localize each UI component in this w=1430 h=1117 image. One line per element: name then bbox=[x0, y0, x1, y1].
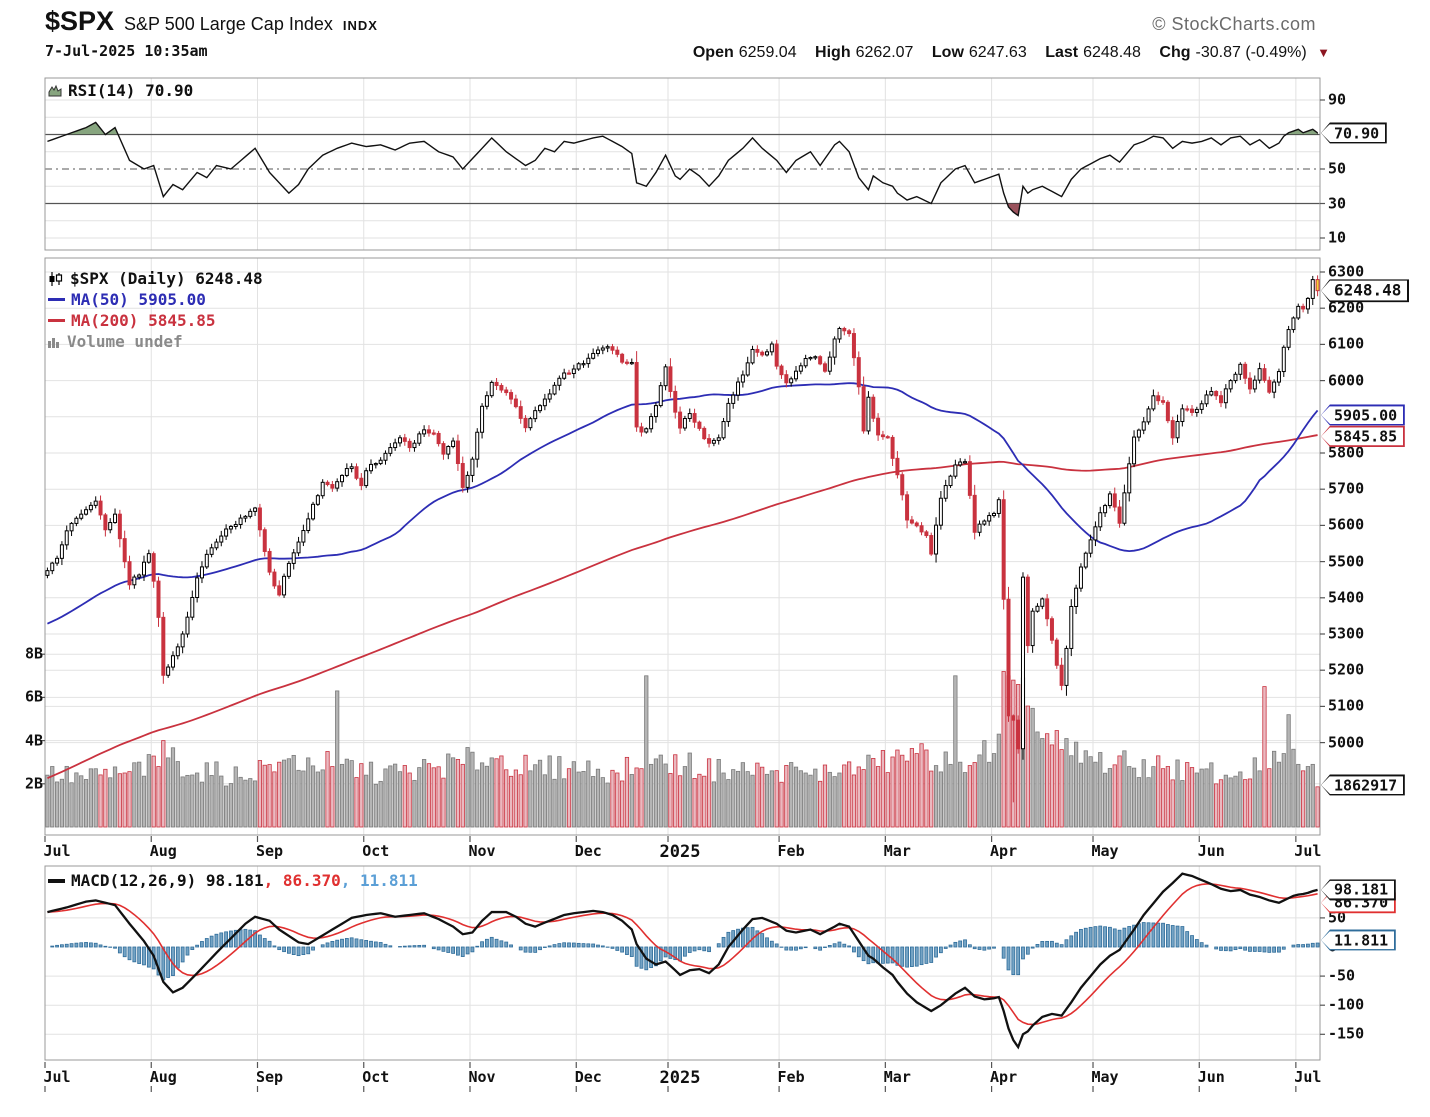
macd-signal-legend-label: , 86.370 bbox=[263, 871, 341, 890]
ma200-line-icon bbox=[48, 319, 65, 322]
high-value: 6262.07 bbox=[855, 44, 914, 61]
ma200-legend-label: MA(200) 5845.85 bbox=[71, 311, 216, 330]
rsi-legend: RSI(14) 70.90 bbox=[48, 80, 193, 101]
stockcharts-logo[interactable]: © StockCharts.com bbox=[1152, 14, 1316, 34]
macd-legend-label: MACD(12,26,9) 98.181 bbox=[71, 871, 264, 890]
macd-line-icon bbox=[48, 878, 65, 883]
low-value: 6247.63 bbox=[968, 44, 1027, 61]
macd-hist-legend-label: , 11.811 bbox=[340, 871, 418, 890]
chg-down-arrow-icon: ▼ bbox=[1317, 45, 1330, 60]
ma50-line-icon bbox=[48, 298, 65, 301]
chart-header: $SPX S&P 500 Large Cap Index INDX bbox=[45, 6, 378, 37]
symbol: $SPX bbox=[45, 6, 115, 36]
low-label: Low bbox=[931, 44, 964, 61]
rsi-legend-label: RSI(14) 70.90 bbox=[68, 81, 194, 100]
last-label: Last bbox=[1045, 44, 1079, 61]
open-value: 6259.04 bbox=[738, 44, 797, 61]
high-label: High bbox=[815, 44, 851, 61]
price-legend: $SPX (Daily) 6248.48 MA(50) 5905.00 MA(2… bbox=[48, 268, 263, 352]
symbol-name: S&P 500 Large Cap Index bbox=[124, 14, 333, 34]
ma50-legend-label: MA(50) 5905.00 bbox=[71, 290, 206, 309]
candlestick-icon bbox=[48, 271, 64, 286]
chart-datetime: 7-Jul-2025 10:35am bbox=[45, 42, 208, 60]
price-legend-label: $SPX (Daily) 6248.48 bbox=[70, 269, 263, 288]
chg-label: Chg bbox=[1159, 44, 1191, 61]
exchange: INDX bbox=[342, 18, 378, 33]
open-label: Open bbox=[692, 44, 734, 61]
chg-value: -30.87 (-0.49%) bbox=[1195, 44, 1307, 61]
volume-bars-icon bbox=[48, 336, 61, 348]
volume-legend-label: Volume undef bbox=[67, 332, 183, 351]
macd-legend: MACD(12,26,9) 98.181 , 86.370 , 11.811 bbox=[48, 870, 418, 891]
quote-row: Open 6259.04 High 6262.07 Low 6247.63 Last 6… bbox=[693, 44, 1330, 62]
rsi-area-icon bbox=[48, 84, 62, 97]
last-value: 6248.48 bbox=[1083, 44, 1141, 61]
